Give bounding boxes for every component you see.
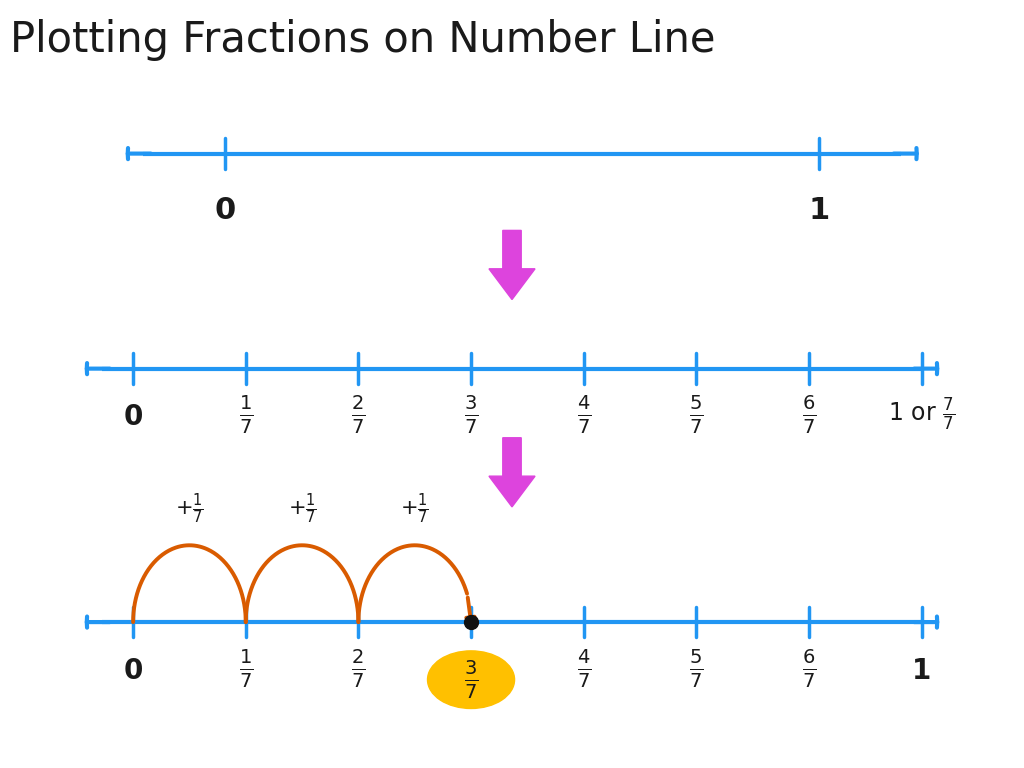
Text: $\frac{2}{7}$: $\frac{2}{7}$: [351, 394, 366, 436]
Text: $\frac{5}{7}$: $\frac{5}{7}$: [689, 647, 703, 690]
Text: $\frac{6}{7}$: $\frac{6}{7}$: [802, 394, 816, 436]
Text: $+\frac{1}{7}$: $+\frac{1}{7}$: [175, 492, 204, 526]
Text: $1\ \mathrm{or}\ \frac{7}{7}$: $1\ \mathrm{or}\ \frac{7}{7}$: [888, 396, 955, 433]
Text: $\frac{1}{7}$: $\frac{1}{7}$: [239, 647, 253, 690]
Text: 1: 1: [912, 657, 931, 684]
Text: 0: 0: [215, 196, 236, 225]
Text: $\frac{3}{7}$: $\frac{3}{7}$: [464, 394, 478, 436]
FancyArrow shape: [489, 230, 535, 300]
FancyArrow shape: [489, 438, 535, 507]
Text: 1: 1: [809, 196, 829, 225]
Text: $\frac{6}{7}$: $\frac{6}{7}$: [802, 647, 816, 690]
Text: $\frac{2}{7}$: $\frac{2}{7}$: [351, 647, 366, 690]
Text: Plotting Fractions on Number Line: Plotting Fractions on Number Line: [10, 19, 716, 61]
Text: $\frac{4}{7}$: $\frac{4}{7}$: [577, 647, 591, 690]
Ellipse shape: [428, 651, 515, 708]
Text: 0: 0: [124, 403, 142, 431]
Text: $\frac{4}{7}$: $\frac{4}{7}$: [577, 394, 591, 436]
Text: 0: 0: [124, 657, 142, 684]
Text: $\frac{5}{7}$: $\frac{5}{7}$: [689, 394, 703, 436]
Text: $+\frac{1}{7}$: $+\frac{1}{7}$: [400, 492, 429, 526]
Text: $+\frac{1}{7}$: $+\frac{1}{7}$: [288, 492, 316, 526]
Text: $\frac{3}{7}$: $\frac{3}{7}$: [464, 659, 478, 700]
Text: $\frac{1}{7}$: $\frac{1}{7}$: [239, 394, 253, 436]
